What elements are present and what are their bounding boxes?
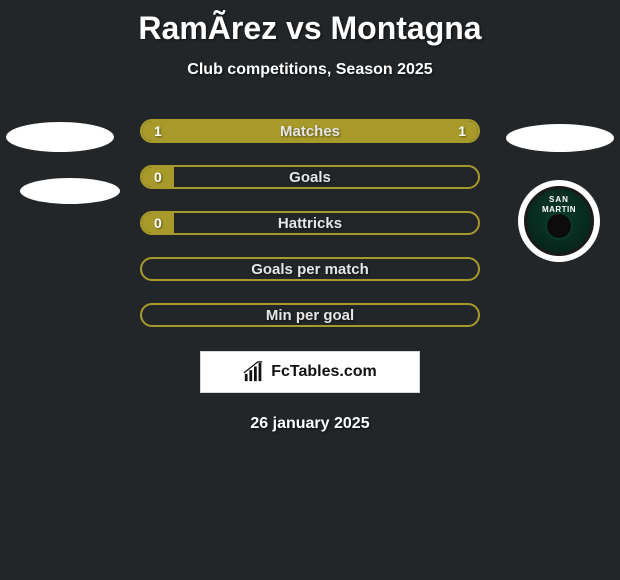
player-right-avatar-placeholder <box>506 124 614 152</box>
date-label: 26 january 2025 <box>0 415 620 433</box>
stat-value-left: 1 <box>154 123 162 139</box>
team-left-badge-placeholder <box>20 178 120 204</box>
stat-label: Hattricks <box>278 215 342 232</box>
team-right-badge: SAN MARTIN <box>518 180 600 262</box>
watermark-text: FcTables.com <box>271 363 377 381</box>
badge-text-line2: MARTIN <box>542 205 576 214</box>
stat-row-min-per-goal: Min per goal <box>140 303 480 327</box>
watermark[interactable]: FcTables.com <box>200 351 420 393</box>
stat-row-goals: 0 Goals <box>140 165 480 189</box>
player-left-avatar-placeholder <box>6 122 114 152</box>
stat-value-right: 1 <box>458 123 466 139</box>
stat-row-goals-per-match: Goals per match <box>140 257 480 281</box>
badge-ball-icon <box>545 212 573 240</box>
san-martin-badge-icon: SAN MARTIN <box>524 186 594 256</box>
stat-label: Min per goal <box>266 307 354 324</box>
page-title: RamÃ­rez vs Montagna <box>0 0 620 47</box>
stat-label: Goals <box>289 169 331 186</box>
stat-label: Goals per match <box>251 261 369 278</box>
stat-row-hattricks: 0 Hattricks <box>140 211 480 235</box>
badge-text-line1: SAN <box>549 195 569 204</box>
subtitle: Club competitions, Season 2025 <box>0 61 620 79</box>
stat-value-left: 0 <box>154 169 162 185</box>
stat-label: Matches <box>280 123 340 140</box>
stat-value-left: 0 <box>154 215 162 231</box>
stat-row-matches: 1 Matches 1 <box>140 119 480 143</box>
bar-chart-icon <box>243 361 265 383</box>
